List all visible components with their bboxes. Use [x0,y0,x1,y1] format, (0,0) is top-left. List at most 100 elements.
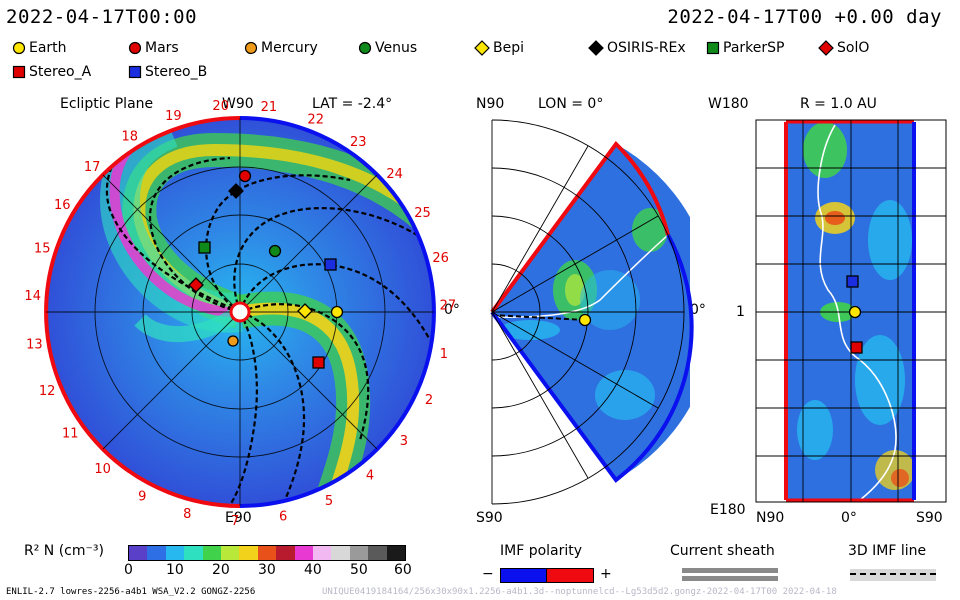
imf-positive-swatch [546,568,594,583]
colorbar-segment [386,546,406,560]
legend-label: Bepi [493,40,524,56]
carrington-label: 10 [94,462,111,477]
carrington-label: 21 [261,100,278,115]
colorbar-tick: 40 [304,562,322,578]
legend-label: Stereo_A [29,64,92,80]
colorbar-tick: 0 [124,562,133,578]
parkersp-marker-icon [706,41,720,55]
footer-model-info: ENLIL-2.7 lowres-2256-a4b1 WSA_V2.2 GONG… [6,587,256,597]
carrington-label: 3 [400,434,408,449]
colorbar-segment [313,546,332,560]
colorbar-segment [276,546,295,560]
imf-line-swatch [850,569,936,581]
radial-stereo-b-marker [846,275,859,288]
radial-earth-marker [848,305,862,319]
carrington-label: 24 [386,167,403,182]
carrington-label: 4 [366,468,374,483]
colorbar-segment [239,546,258,560]
legend-label: Stereo_B [145,64,208,80]
sun-marker [229,301,251,323]
colorbar-segment [202,546,222,560]
legend-label: SolO [837,40,870,56]
venus-marker [268,244,282,258]
legend-bepi: Bepi [474,40,524,56]
carrington-label: 6 [279,510,287,525]
mars-marker [238,169,252,183]
osiris-rex-marker-icon [588,40,604,56]
radial-s90-label: S90 [916,510,943,526]
timestamp-left: 2022-04-17T00:00 [6,6,198,28]
legend-label: Earth [29,40,67,56]
legend-stereo-a: Stereo_A [12,64,91,80]
colorbar-tick: 10 [166,562,184,578]
colorbar-segment [257,546,277,560]
timestamp-right: 2022-04-17T00 +0.00 day [667,6,942,28]
radial-left-mid-label: 1 [736,304,745,320]
colorbar-label: R² N (cm⁻³) [24,543,104,559]
carrington-label: 19 [165,109,182,124]
current-sheath-line [682,576,778,581]
mercury-marker [227,335,239,347]
legend-earth: Earth [12,40,67,56]
meridional-earth-marker [578,313,592,327]
meridional-right-label: 0° [690,302,706,318]
legend-solo: SolO [818,40,869,56]
meridional-lon: LON = 0° [538,96,604,112]
radial-bottom-label: E180 [710,502,746,518]
current-sheath-title: Current sheath [670,543,775,559]
legend-venus: Venus [358,40,417,56]
parkersp-marker [198,241,211,254]
carrington-label: 9 [138,490,146,505]
colorbar-segment [331,546,350,560]
radial-title: R = 1.0 AU [800,96,877,112]
meridional-top-label: N90 [476,96,505,112]
imf-polarity-title: IMF polarity [500,543,583,559]
legend-label: OSIRIS-REx [607,40,686,56]
imf-line-title: 3D IMF line [848,543,927,559]
footer-run-id: UNIQUE0419184164/256x30x90x1.2256-a4b1.3… [322,587,837,597]
radial-zero-label: 0° [841,510,857,526]
mercury-marker-icon [244,41,258,55]
carrington-label: 7 [231,514,239,529]
ecliptic-right-label: 0° [444,302,460,318]
carrington-label: 12 [39,384,56,399]
carrington-label: 22 [307,112,324,127]
stereo-a-marker [312,356,325,369]
bepi-marker [297,303,313,319]
osiris-rex-marker [228,183,244,199]
colorbar-segment [147,546,166,560]
legend-mars: Mars [128,40,179,56]
colorbar-segment [349,546,369,560]
carrington-label: 8 [183,507,191,522]
earth-marker [330,305,344,319]
ecliptic-bottom-label: E90 [225,510,252,526]
carrington-label: 26 [432,251,449,266]
carrington-label: 2 [425,393,433,408]
legend-label: Venus [375,40,418,56]
carrington-label: 17 [84,160,101,175]
ecliptic-title: Ecliptic Plane [60,96,154,112]
colorbar-segment [165,546,185,560]
stereo-b-marker [324,258,337,271]
legend-mercury: Mercury [244,40,318,56]
carrington-label: 20 [212,99,229,114]
imf-minus: − [482,566,494,582]
legend-label: Mercury [261,40,318,56]
solo-marker [188,277,204,293]
radial-top-label: W180 [708,96,749,112]
solo-marker-icon [818,40,834,56]
stereo-a-marker-icon [12,65,26,79]
carrington-label: 27 [440,299,457,314]
colorbar-segment [368,546,387,560]
colorbar-segment [294,546,314,560]
carrington-label: 16 [54,198,71,213]
current-sheath-line [682,568,778,573]
carrington-label: 5 [325,494,333,509]
meridional-grid [491,119,685,505]
imf-plus: + [600,566,612,582]
radial-n90-label: N90 [756,510,785,526]
legend-stereo-b: Stereo_B [128,64,207,80]
